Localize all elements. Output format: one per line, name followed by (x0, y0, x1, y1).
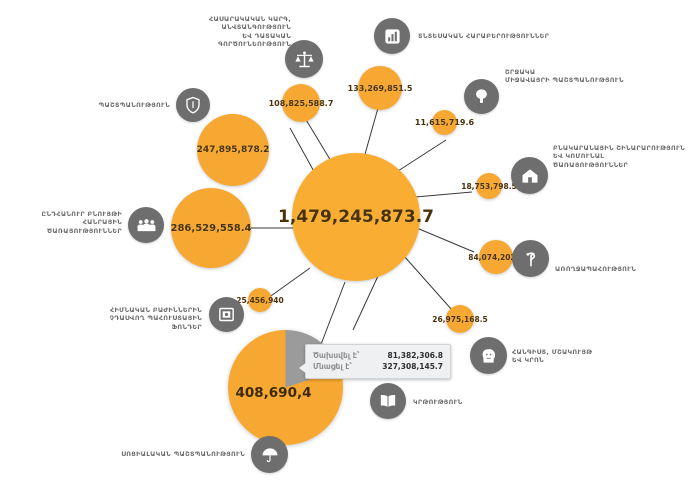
bubble-defense[interactable]: 247,895,878.2 (197, 114, 269, 186)
caduceus-icon (526, 251, 535, 266)
bubble-housing[interactable]: 18,753,798.5 (461, 173, 517, 199)
tooltip-spent-label: Ծախսվել է՝ (313, 351, 360, 360)
line-social (317, 281, 346, 353)
safe-box-icon (219, 307, 234, 322)
bubble-environment[interactable]: 11,615,719.6 (415, 110, 474, 135)
bubble-culture[interactable]: 26,975,168.5 (432, 305, 488, 333)
bubble-reserve-funds[interactable]: 25,456,940 (236, 288, 284, 312)
caduceus-icon-chip[interactable] (512, 240, 549, 277)
tooltip-spent-value: 81,382,306.8 (387, 351, 443, 360)
bubble-defense-value: 247,895,878.2 (196, 145, 270, 155)
label-environment: ՇՐՋԱԿԱ ՄԻՋԱՎԱՅՐԻ ՊԱՇՏՊԱՆՈՒԹՅՈՒՆ (505, 68, 624, 85)
label-housing: ԲՆԱԿԱՐԱՆԱՅԻՆ ՇԻՆԱՐԱՐՈՒԹՅՈՒՆ ԵՎ ԿՈՄՈՒՆԱԼ … (553, 144, 686, 169)
label-defense: ՊԱՇՏՊԱՆՈՒԹՅՈՒՆ (98, 101, 170, 109)
statue-head-icon (482, 348, 495, 363)
shield-icon (186, 96, 200, 114)
umbrella-icon-chip[interactable] (251, 436, 288, 473)
line-education (352, 275, 379, 331)
statue-head-icon-chip[interactable] (470, 337, 507, 374)
tooltip-row-remaining: Մնացել է՝ 327,308,145.7 (313, 361, 443, 372)
tree-icon-chip[interactable] (464, 79, 499, 114)
house-icon (522, 168, 537, 183)
center-total-bubble[interactable]: 1,479,245,873.7 (278, 153, 434, 281)
bubble-housing-value: 18,753,798.5 (461, 181, 517, 191)
umbrella-icon (262, 447, 277, 462)
bubble-economic[interactable]: 133,269,851.5 (348, 66, 412, 110)
book-icon-chip[interactable] (370, 383, 406, 419)
line-health (411, 225, 475, 253)
bar-chart-icon-chip[interactable] (374, 18, 410, 54)
book-icon (380, 395, 396, 407)
line-reserve (267, 267, 311, 299)
bubble-general-public[interactable]: 286,529,558.4 (170, 188, 252, 268)
label-social: ՍՈՑԻԱԼԱԿԱՆ ՊԱՇՏՊԱՆՈՒԹՅՈՒՆ (121, 450, 245, 458)
line-culture (403, 255, 453, 311)
bubble-public-order-value: 108,825,588.7 (268, 98, 334, 108)
education-pie-total: 408,690,4 (235, 385, 312, 402)
label-general-public: ԸՆԴՀԱՆՈՒՐ ԲՆՈՒՅԹԻ ՀԱՆՐԱՅԻՆ ԾԱՌԱՅՈՒԹՅՈՒՆՆ… (41, 210, 122, 235)
house-icon-chip[interactable] (511, 157, 548, 194)
label-culture: ՀԱՆԳԻՍՏ, ՄՇԱԿՈՒՅԹ ԵՎ ԿՐՈՆ (512, 348, 593, 365)
label-reserve-funds: ՀԻՄՆԱԿԱՆ ԲԱԺԻՆՆԵՐԻՆ ՉԴԱՍՎՈՂ ՊԱՀՈՒՍՏԱՅԻՆ … (109, 306, 202, 331)
people-group-icon (137, 218, 155, 231)
scales-icon (294, 50, 314, 67)
label-economic: ՏՆՏԵՍԱԿԱՆ ՀԱՐԱԲԵՐՈՒԹՅՈՒՆՆԵՐ (418, 32, 550, 40)
center-total-value: 1,479,245,873.7 (278, 207, 434, 227)
bubble-culture-value: 26,975,168.5 (432, 314, 488, 324)
people-group-icon-chip[interactable] (128, 207, 164, 243)
bubble-environment-value: 11,615,719.6 (414, 118, 475, 127)
bubble-health[interactable]: 84,074,202.6 (468, 240, 524, 274)
tooltip-remaining-value: 327,308,145.7 (382, 362, 443, 371)
tooltip-row-spent: Ծախսվել է՝ 81,382,306.8 (313, 350, 443, 361)
bubble-economic-value: 133,269,851.5 (347, 83, 413, 93)
label-education: ԿՐԹՈՒԹՅՈՒՆ (413, 398, 463, 406)
label-health: ԱՌՈՂՋԱՊԱՀՈՒԹՅՈՒՆ (555, 265, 637, 273)
bubble-public-order[interactable]: 108,825,588.7 (269, 84, 333, 122)
tree-icon (476, 89, 487, 103)
pie-tooltip: Ծախսվել է՝ 81,382,306.8 Մնացել է՝ 327,30… (299, 344, 451, 379)
safe-box-icon-chip[interactable] (209, 297, 244, 332)
scales-icon-chip[interactable] (285, 40, 323, 78)
bar-chart-icon (384, 28, 400, 44)
label-public-order: ՀԱՍԱՐԱԿԱԿԱՆ ԿԱՐԳ, ԱՆՎՏԱՆԳՈՒԹՅՈՒՆ ԵՎ ԴԱՏԱ… (208, 15, 291, 49)
bubble-reserve-funds-value: 25,456,940 (236, 295, 284, 305)
shield-icon-chip[interactable] (176, 88, 210, 122)
bubble-general-public-value: 286,529,558.4 (170, 222, 252, 234)
bubble-health-value: 84,074,202.6 (468, 252, 524, 262)
tooltip-remaining-label: Մնացել է՝ (313, 362, 352, 371)
